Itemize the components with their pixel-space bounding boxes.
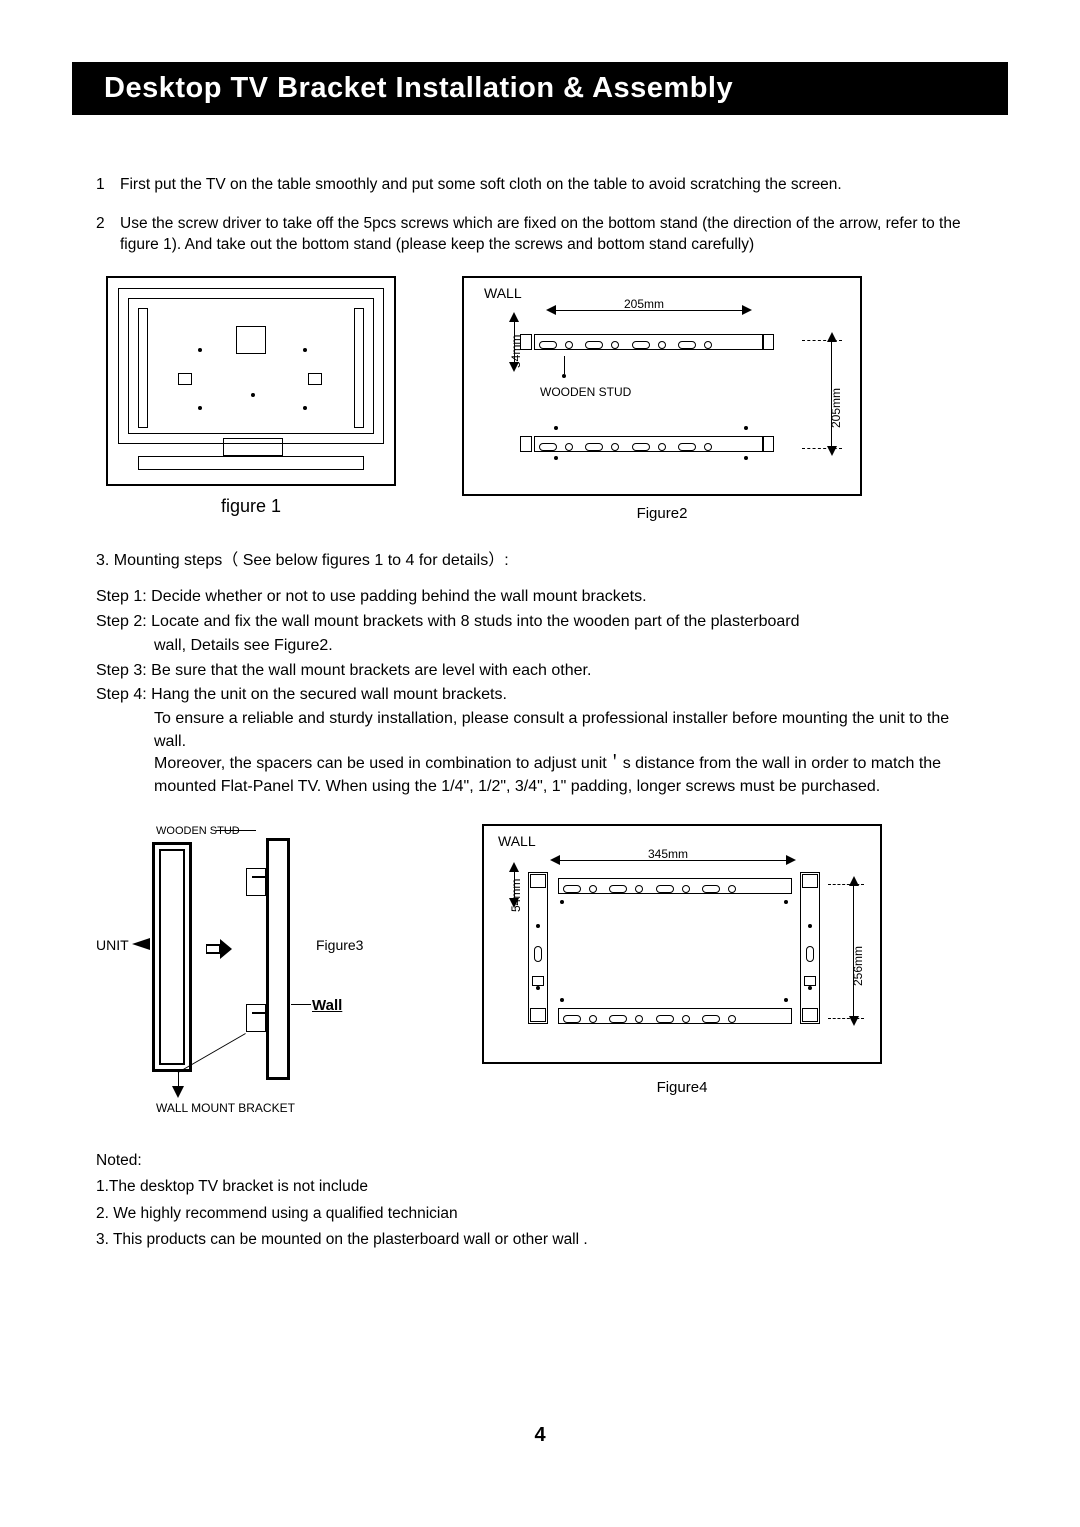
step-number: 2 bbox=[96, 214, 120, 256]
dim-256: 256mm bbox=[850, 946, 866, 986]
step-line: Step 2: Locate and fix the wall mount br… bbox=[96, 611, 984, 633]
figure3: WOODEN STUD UNIT Figure3 Wal bbox=[96, 824, 426, 1124]
step-line: Step 4: Hang the unit on the secured wal… bbox=[96, 684, 984, 706]
figure4-caption: Figure4 bbox=[462, 1078, 902, 1098]
bracket-label: WALL MOUNT BRACKET bbox=[156, 1100, 295, 1116]
page-number: 4 bbox=[0, 1424, 1080, 1447]
wall-label-b: Wall bbox=[312, 996, 342, 1016]
note-item: 2. We highly recommend using a qualified… bbox=[96, 1201, 984, 1227]
intro-step-2: 2 Use the screw driver to take off the 5… bbox=[96, 214, 984, 256]
notes-heading: Noted: bbox=[96, 1148, 984, 1174]
dim-205v: 205mm bbox=[828, 388, 844, 428]
step-para: Moreover, the spacers can be used in com… bbox=[96, 753, 984, 798]
fig3-caption: Figure3 bbox=[316, 936, 363, 955]
wall-label: WALL bbox=[484, 284, 522, 303]
content: 1 First put the TV on the table smoothly… bbox=[72, 115, 1008, 1253]
dim-205: 205mm bbox=[624, 296, 664, 312]
page-title: Desktop TV Bracket Installation & Assemb… bbox=[72, 62, 1008, 115]
wall-label: WALL bbox=[498, 832, 536, 851]
unit-label: UNIT bbox=[96, 936, 129, 955]
figure2-caption: Figure2 bbox=[442, 504, 882, 524]
figure1-caption: figure 1 bbox=[96, 494, 406, 518]
notes: Noted: 1.The desktop TV bracket is not i… bbox=[96, 1148, 984, 1253]
figure-row-1: figure 1 WALL 205mm bbox=[96, 276, 984, 524]
figure1: figure 1 bbox=[96, 276, 406, 518]
step-text: First put the TV on the table smoothly a… bbox=[120, 175, 984, 196]
step-line: wall, Details see Figure2. bbox=[96, 635, 984, 657]
note-item: 3. This products can be mounted on the p… bbox=[96, 1227, 984, 1253]
stud-label: WOODEN STUD bbox=[540, 384, 631, 400]
figure-row-2: WOODEN STUD UNIT Figure3 Wal bbox=[96, 824, 984, 1124]
intro-step-1: 1 First put the TV on the table smoothly… bbox=[96, 175, 984, 196]
step-number: 1 bbox=[96, 175, 120, 196]
note-item: 1.The desktop TV bracket is not include bbox=[96, 1174, 984, 1200]
step-line: Step 3: Be sure that the wall mount brac… bbox=[96, 660, 984, 682]
section-3: 3. Mounting steps（ See below figures 1 t… bbox=[96, 550, 984, 798]
figure4: WALL 345mm 54mm bbox=[462, 824, 902, 1098]
section3-heading: 3. Mounting steps（ See below figures 1 t… bbox=[96, 550, 984, 572]
step-text: Use the screw driver to take off the 5pc… bbox=[120, 214, 984, 256]
step-para: To ensure a reliable and sturdy installa… bbox=[96, 708, 984, 753]
stud-label: WOODEN STUD bbox=[156, 824, 240, 839]
step-line: Step 1: Decide whether or not to use pad… bbox=[96, 586, 984, 608]
figure2: WALL 205mm 54mm bbox=[442, 276, 882, 524]
dim-345: 345mm bbox=[648, 846, 688, 862]
